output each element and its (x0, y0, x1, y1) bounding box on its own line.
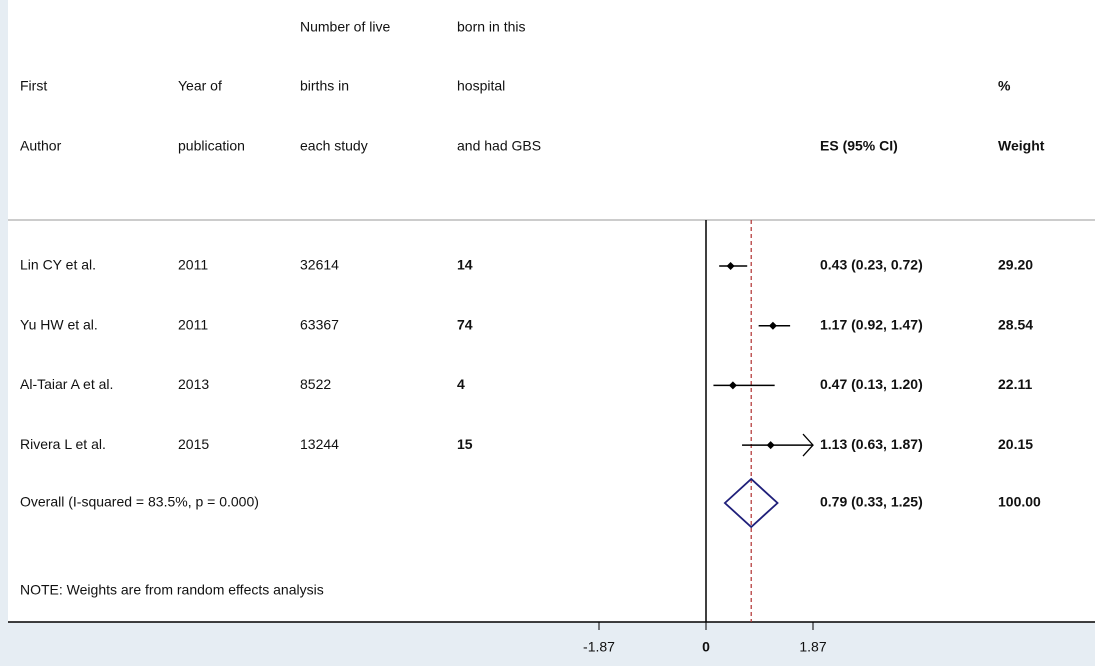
header: % (998, 78, 1011, 94)
point (768, 321, 777, 330)
header: born in this (457, 19, 525, 35)
es-label: 1.13 (0.63, 1.87) (820, 436, 923, 452)
header: Author (20, 138, 62, 154)
es-label: 0.79 (0.33, 1.25) (820, 494, 923, 510)
point (766, 441, 775, 450)
births: 13244 (300, 436, 339, 452)
cases: 14 (457, 257, 473, 273)
x-tick-label: -1.87 (583, 639, 615, 655)
header: births in (300, 78, 349, 94)
point (726, 262, 735, 270)
cases: 4 (457, 376, 465, 392)
diamond (723, 477, 779, 529)
births: 8522 (300, 376, 331, 392)
overall-label: Overall (I-squared = 83.5%, p = 0.000) (20, 494, 259, 510)
header: First (20, 78, 47, 94)
header: publication (178, 138, 245, 154)
births: 63367 (300, 316, 339, 332)
header: Weight (998, 138, 1045, 154)
year: 2011 (178, 257, 208, 273)
births: 32614 (300, 257, 339, 273)
year: 2011 (178, 316, 208, 332)
header: hospital (457, 78, 505, 94)
weight: 22.11 (998, 376, 1032, 392)
header: each study (300, 138, 368, 154)
panel (8, 0, 1095, 622)
header: ES (95% CI) (820, 138, 898, 154)
study: Yu HW et al. (20, 316, 98, 332)
point (728, 381, 737, 390)
note: NOTE: Weights are from random effects an… (20, 582, 324, 598)
header: Number of live (300, 19, 390, 35)
cases: 15 (457, 436, 473, 452)
study: Al-Taiar A et al. (20, 376, 113, 392)
es-label: 1.17 (0.92, 1.47) (820, 316, 923, 332)
es-label: 0.47 (0.13, 1.20) (820, 376, 923, 392)
weight: 29.20 (998, 257, 1033, 273)
x-tick-label: 1.87 (799, 639, 826, 655)
study: Lin CY et al. (20, 257, 96, 273)
header: and had GBS (457, 138, 541, 154)
x-tick-label: 0 (702, 639, 710, 655)
cases: 74 (457, 316, 473, 332)
year: 2015 (178, 436, 209, 452)
header: Year of (178, 78, 222, 94)
weight: 100.00 (998, 494, 1041, 510)
year: 2013 (178, 376, 209, 392)
study: Rivera L et al. (20, 436, 106, 452)
weight: 28.54 (998, 316, 1033, 332)
ci-arrow (802, 433, 814, 457)
es-label: 0.43 (0.23, 0.72) (820, 257, 923, 273)
weight: 20.15 (998, 436, 1033, 452)
